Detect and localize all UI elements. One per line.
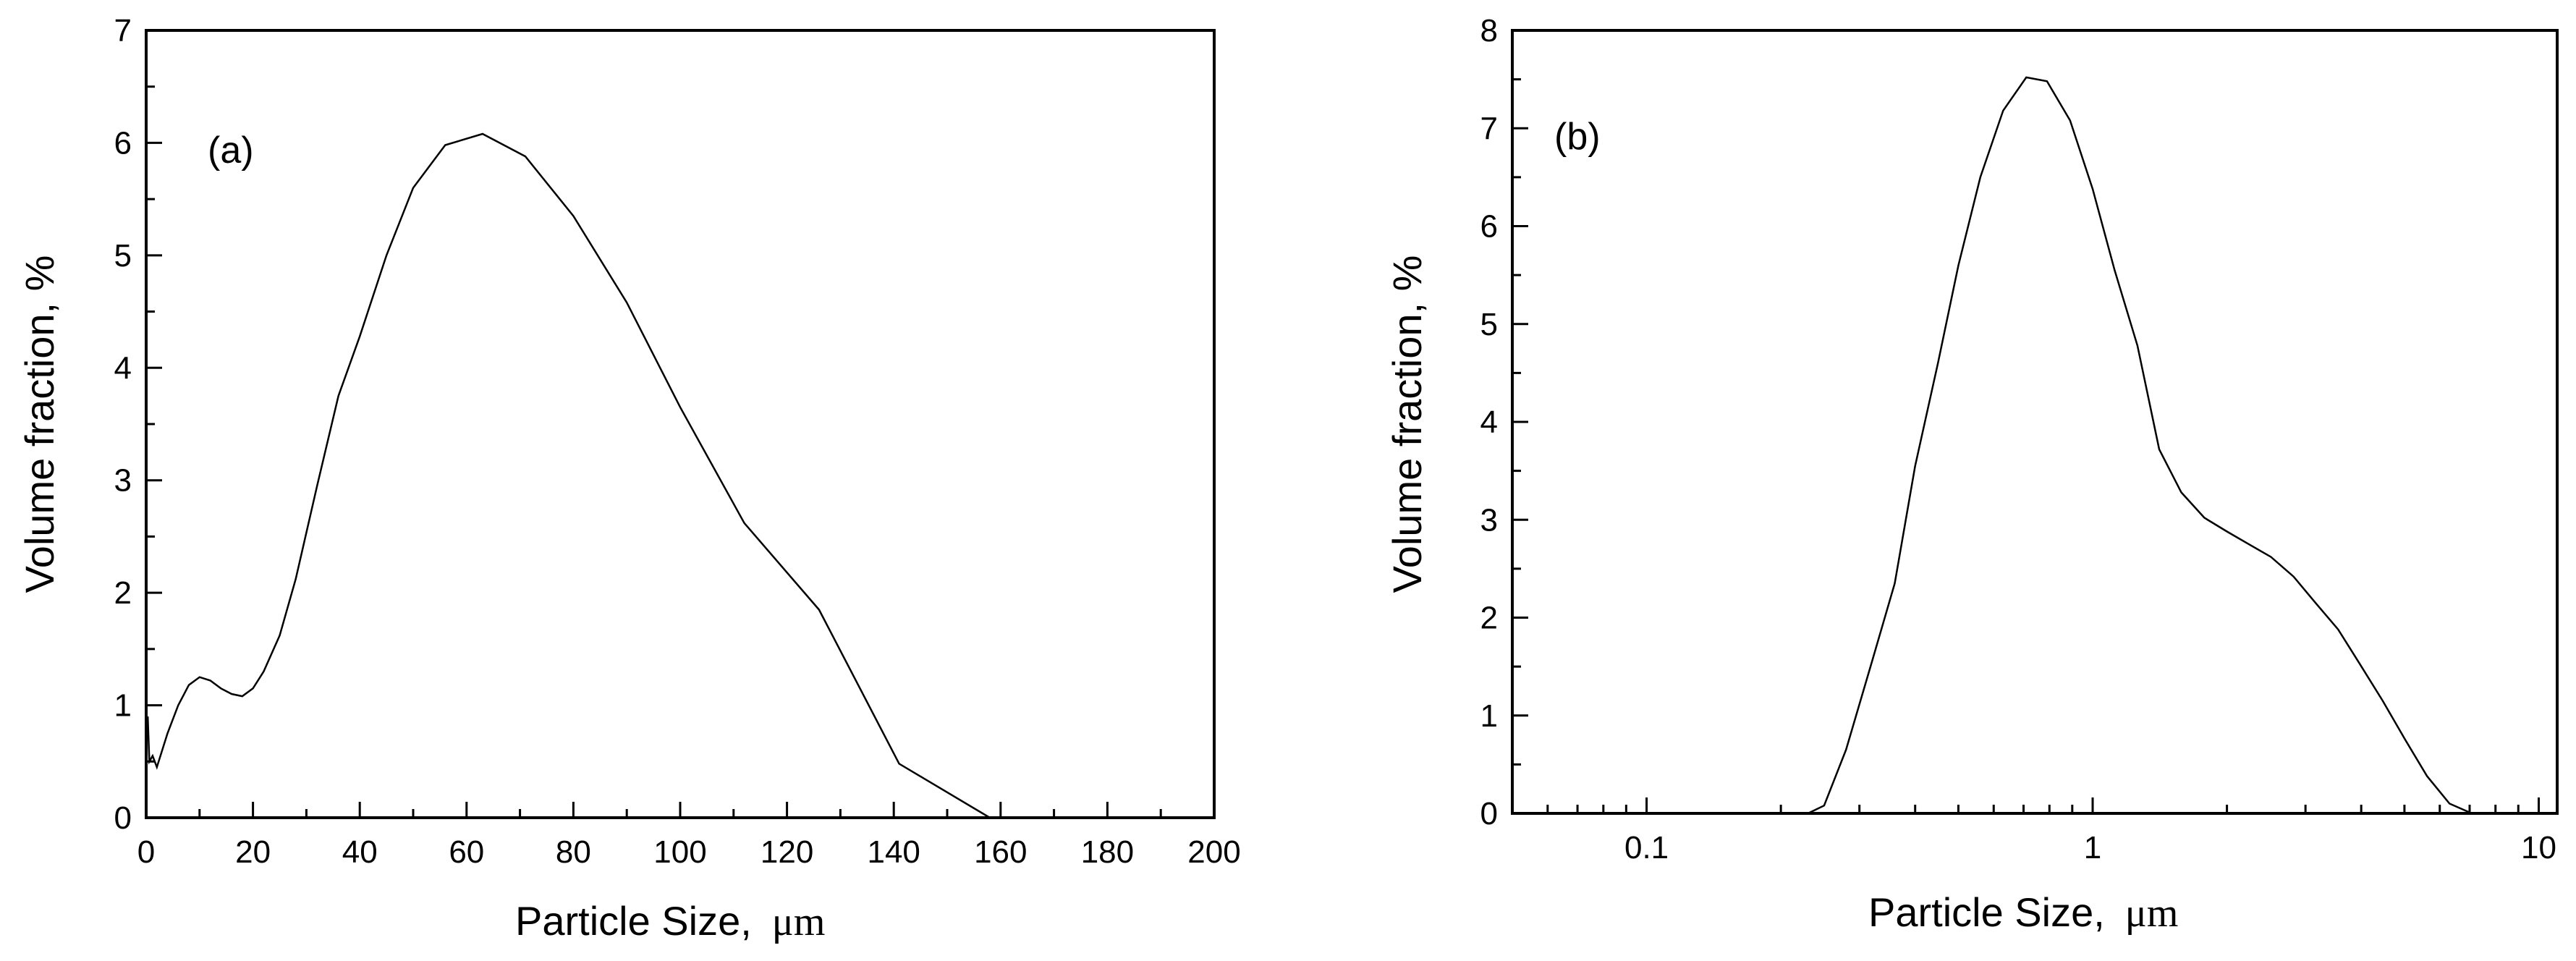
panel-a-y-tick-label: 7 — [114, 13, 132, 48]
panel-a-tick-labels: 0 1 2 3 4 5 6 7 0 20 40 60 80 100 120 140 160 180 200 — [114, 13, 1241, 870]
panel-a-x-tick-label: 0 — [137, 834, 155, 870]
panel-a-label: (a) — [208, 130, 254, 172]
panel-b-y-tick-label: 3 — [1480, 502, 1498, 538]
panel-b-y-axis-title: Volume fraction, % — [1384, 255, 1430, 593]
panel-b-series-line — [1781, 76, 2473, 815]
panel-b-y-tick-label: 7 — [1480, 111, 1498, 146]
panel-a-x-tick-label: 140 — [867, 834, 920, 870]
panel-a-y-tick-label: 4 — [114, 350, 132, 386]
panel-a-y-tick-label: 2 — [114, 575, 132, 611]
panel-b-y-tick-label: 1 — [1480, 698, 1498, 734]
panel-b-y-tick-label: 4 — [1480, 405, 1498, 440]
panel-b-ticks — [1511, 29, 2540, 815]
panel-a-series-line — [146, 132, 991, 819]
panel-b-y-tick-label: 5 — [1480, 307, 1498, 342]
panel-a-y-tick-label: 5 — [114, 238, 132, 274]
panel-a-x-tick-label: 200 — [1187, 834, 1240, 870]
panel-b-plot-frame — [1511, 29, 2559, 815]
panel-a-y-tick-label: 1 — [114, 688, 132, 724]
panel-a-x-tick-label: 20 — [235, 834, 271, 870]
panel-b-x-tick-label: 0.1 — [1624, 830, 1669, 865]
panel-a-y-tick-label: 0 — [114, 800, 132, 836]
panel-b-chart: 0 1 2 3 4 5 6 7 8 0.1 1 10 (b) Particle Size, μm Vol… — [1384, 13, 2559, 936]
panel-b-x-tick-label: 1 — [2084, 830, 2101, 865]
panel-b-y-tick-label: 0 — [1480, 796, 1498, 831]
panel-a-x-axis-title: Particle Size, μm — [515, 898, 825, 944]
panel-a-y-tick-label: 6 — [114, 125, 132, 161]
panel-a-x-tick-label: 180 — [1081, 834, 1134, 870]
panel-b-y-tick-label: 6 — [1480, 209, 1498, 245]
panel-b-x-axis-title: Particle Size, μm — [1868, 889, 2178, 936]
panel-b-x-tick-label: 10 — [2521, 830, 2556, 865]
panel-a-y-tick-label: 3 — [114, 463, 132, 499]
panel-a-x-tick-label: 120 — [760, 834, 813, 870]
panel-b-y-tick-label: 8 — [1480, 13, 1498, 48]
panel-a-x-tick-label: 40 — [342, 834, 378, 870]
panel-a-ticks — [145, 29, 1216, 819]
panel-b-label: (b) — [1554, 116, 1601, 158]
panel-b-x-axis-unit: μm — [2125, 891, 2179, 936]
panel-a-x-axis-unit: μm — [772, 899, 826, 944]
panel-a-plot-frame — [145, 29, 1216, 819]
panel-a-x-tick-label: 80 — [556, 834, 591, 870]
panel-a-x-tick-label: 60 — [449, 834, 484, 870]
panel-b-tick-labels: 0 1 2 3 4 5 6 7 8 0.1 1 10 — [1480, 13, 2556, 865]
panel-a-x-tick-label: 160 — [974, 834, 1027, 870]
panel-b-y-tick-label: 2 — [1480, 601, 1498, 636]
panel-a-x-tick-label: 100 — [653, 834, 706, 870]
panel-a-x-axis-title-text: Particle Size, — [515, 898, 752, 944]
panel-a-y-axis-title: Volume fraction, % — [17, 255, 62, 593]
panel-b-x-axis-title-text: Particle Size, — [1868, 889, 2105, 935]
